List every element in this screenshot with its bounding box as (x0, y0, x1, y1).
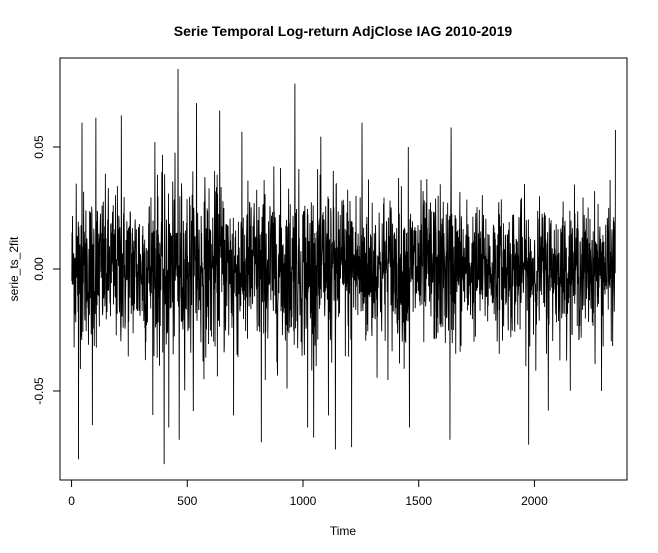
y-axis-label: serie_ts_2fit (7, 236, 21, 301)
x-tick-label: 1000 (290, 494, 317, 508)
y-axis: -0.05 0.00 0.05 (32, 135, 61, 405)
x-tick-label: 500 (177, 494, 197, 508)
x-tick-label: 0 (68, 494, 75, 508)
y-tick-label: -0.05 (32, 377, 46, 405)
series-group (71, 68, 616, 465)
x-tick-label: 1500 (405, 494, 432, 508)
x-axis-label: Time (330, 524, 357, 538)
x-axis: 0 500 1000 1500 2000 (68, 479, 548, 508)
y-tick-label: 0.05 (32, 135, 46, 159)
y-tick-label: 0.00 (32, 257, 46, 281)
x-tick-label: 2000 (521, 494, 548, 508)
series-line (71, 68, 616, 465)
chart-title: Serie Temporal Log-return AdjClose IAG 2… (174, 23, 513, 39)
